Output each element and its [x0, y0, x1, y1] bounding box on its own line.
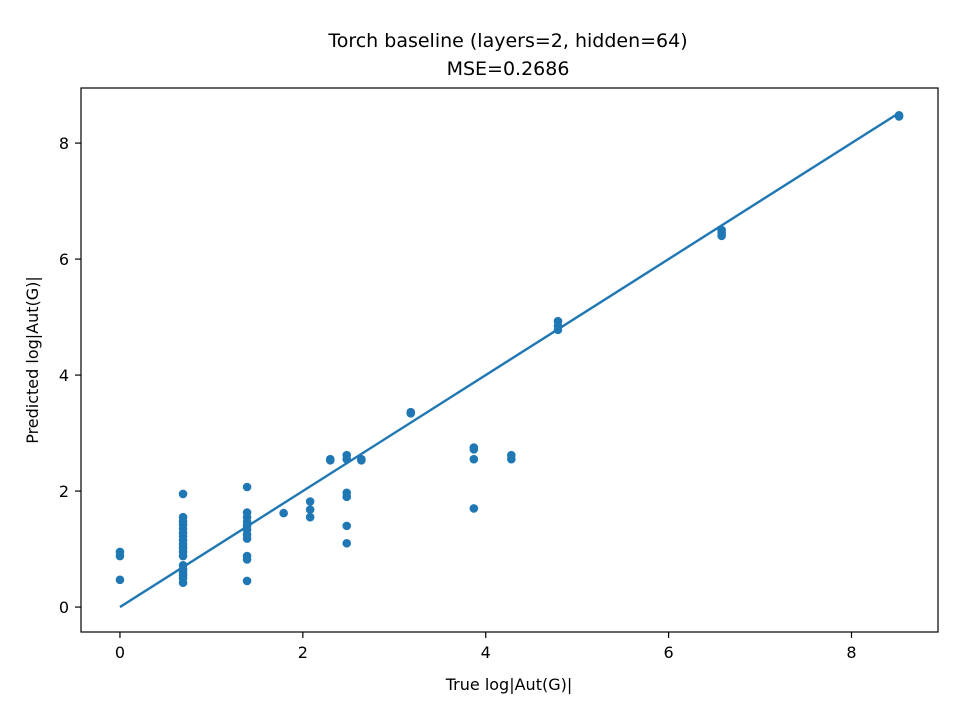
y-axis-label: Predicted log|Aut(G)| [23, 276, 42, 444]
data-point [242, 555, 252, 564]
data-point [469, 454, 479, 464]
x-axis-label: True log|Aut(G)| [445, 675, 572, 694]
y-axis: 0 2 4 6 8 [59, 134, 81, 617]
x-tick-label: 8 [846, 643, 856, 662]
data-point [305, 497, 315, 506]
data-point [279, 508, 288, 518]
data-point [325, 456, 335, 465]
data-point [342, 454, 352, 464]
data-point [342, 538, 352, 548]
x-tick-label: 4 [481, 643, 491, 662]
data-point [305, 505, 315, 514]
data-point [717, 231, 726, 241]
data-point [178, 578, 188, 588]
chart-subtitle: MSE=0.2686 [447, 58, 570, 80]
y-tick-label: 4 [59, 366, 69, 385]
chart-title: Torch baseline (layers=2, hidden=64) [327, 30, 687, 52]
data-point [406, 409, 416, 418]
data-point [178, 551, 188, 561]
data-point [305, 512, 315, 522]
y-tick-label: 0 [59, 598, 69, 617]
data-point [342, 521, 352, 531]
data-point [242, 482, 252, 492]
plot-frame [80, 87, 939, 633]
data-point [242, 534, 252, 543]
data-point [357, 456, 366, 465]
data-point [115, 551, 125, 561]
y-tick-label: 8 [59, 134, 69, 153]
data-point [242, 576, 252, 586]
data-point [469, 445, 479, 454]
data-point [469, 504, 479, 513]
data-point [553, 325, 563, 335]
plot-area [115, 110, 904, 609]
data-point [178, 489, 188, 499]
x-tick-label: 0 [115, 643, 125, 662]
y-tick-label: 6 [59, 250, 69, 269]
x-axis: 0 2 4 6 8 [115, 632, 857, 662]
x-tick-label: 2 [298, 643, 308, 662]
x-tick-label: 6 [664, 643, 674, 662]
reference-line [119, 111, 900, 609]
data-point [342, 492, 352, 502]
data-point [894, 112, 904, 121]
y-tick-label: 2 [59, 482, 69, 501]
data-point [115, 575, 125, 585]
data-point [507, 454, 516, 464]
